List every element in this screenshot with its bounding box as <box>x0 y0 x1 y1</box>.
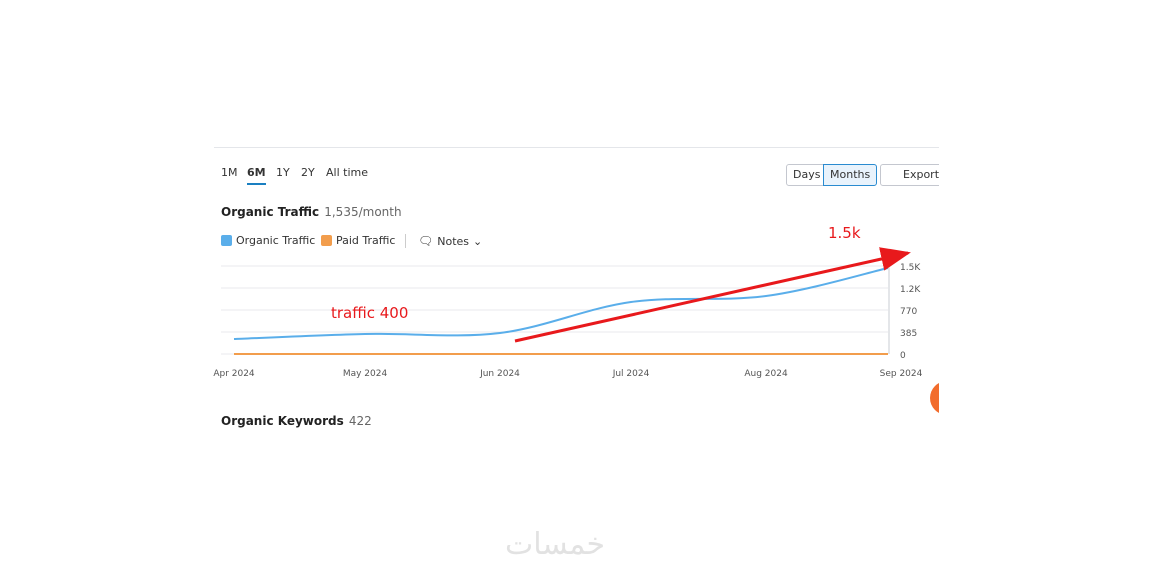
x-tick-label: Apr 2024 <box>213 369 255 379</box>
period-tab[interactable]: 1Y <box>276 166 290 179</box>
x-tick-label: Jul 2024 <box>612 369 650 379</box>
period-tab[interactable]: 6M <box>247 166 266 185</box>
period-tab[interactable]: 1M <box>221 166 238 179</box>
period-tab[interactable]: 2Y <box>301 166 315 179</box>
x-tick-label: May 2024 <box>343 369 388 379</box>
legend-label: Paid Traffic <box>336 234 396 247</box>
series-line <box>233 267 889 341</box>
legend-checkbox[interactable] <box>321 235 332 246</box>
watermark: خمسات <box>505 527 606 562</box>
notes-button[interactable]: 🗨 Notes ⌄ <box>418 234 483 248</box>
months-button[interactable]: Months <box>823 164 878 186</box>
notes-label: Notes <box>437 234 470 248</box>
keywords-header: Organic Keywords 422 <box>221 410 372 429</box>
divider <box>405 234 406 248</box>
legend-item[interactable]: Paid Traffic <box>321 234 395 247</box>
trend-arrow <box>514 247 911 343</box>
y-tick-label: 770 <box>900 307 917 317</box>
y-tick-label: 1.2K <box>900 285 921 295</box>
annotation: traffic 400 <box>331 304 408 322</box>
export-label: Export <box>903 168 939 181</box>
legend-checkbox[interactable] <box>221 235 232 246</box>
legend-item[interactable]: Organic Traffic <box>221 234 315 247</box>
y-tick-label: 1.5K <box>900 263 921 273</box>
chat-bubble[interactable] <box>930 381 939 415</box>
keywords-title: Organic Keywords <box>221 414 344 428</box>
legend-label: Organic Traffic <box>236 234 316 247</box>
metric-value: 1,535/month <box>324 205 402 219</box>
x-tick-label: Jun 2024 <box>479 369 520 379</box>
keywords-value: 422 <box>348 414 372 428</box>
export-button[interactable]: Export <box>880 164 939 186</box>
traffic-panel: 1M 6M 1Y 2Y All time Days Months Export Orga… <box>214 147 939 448</box>
metric-title: Organic Traffic <box>221 205 320 219</box>
x-tick-label: Sep 2024 <box>880 369 923 379</box>
annotation: 1.5k <box>828 224 861 242</box>
y-tick-label: 385 <box>900 329 917 339</box>
metric-header: Organic Traffic 1,535/month <box>221 201 402 220</box>
period-tab[interactable]: All time <box>326 166 368 179</box>
x-tick-label: Aug 2024 <box>744 369 788 379</box>
y-tick-label: 0 <box>900 351 906 361</box>
